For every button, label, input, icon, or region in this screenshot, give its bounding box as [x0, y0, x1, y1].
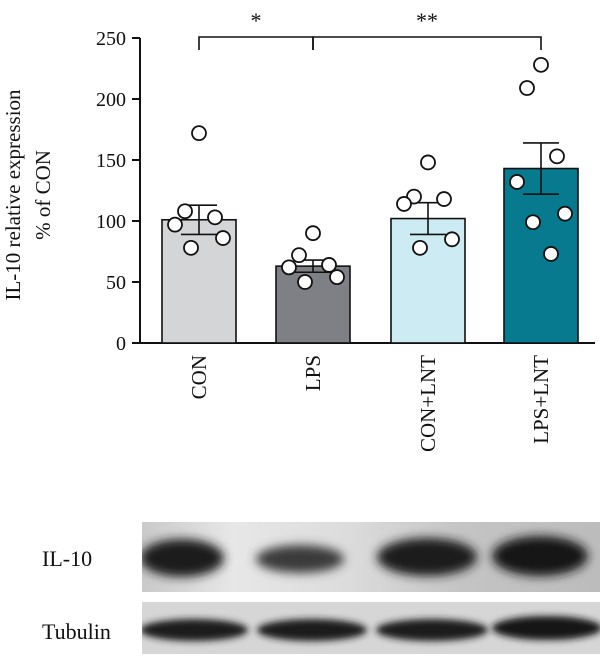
data-point — [297, 274, 313, 290]
bars — [161, 167, 579, 344]
data-point — [519, 80, 535, 96]
data-point — [167, 216, 183, 233]
il10-blot-label: IL-10 — [42, 546, 93, 571]
il10-blot-image — [142, 522, 600, 592]
data-point — [183, 239, 199, 256]
x-tick-labels: CON LPS CON+LNT LPS+LNT — [187, 355, 553, 452]
data-point — [191, 125, 207, 142]
error-bars — [181, 142, 559, 274]
data-point — [291, 247, 307, 264]
data-point — [533, 56, 549, 73]
y-tick-label: 0 — [116, 333, 126, 355]
data-point — [321, 257, 337, 273]
data-point — [557, 205, 573, 222]
x-tick-label: LPS — [301, 355, 325, 391]
y-tick-label: 250 — [96, 28, 126, 50]
y-tick-label: 100 — [96, 211, 126, 233]
significance-bracket — [198, 36, 314, 50]
bar-chart: IL-10 relative expression% of CON 0 50 100… — [1, 8, 595, 452]
data-point — [329, 269, 345, 286]
x-tick-label: CON — [187, 355, 211, 399]
y-tick-label: 150 — [96, 150, 126, 172]
significance-label: ** — [416, 8, 438, 33]
data-point — [412, 239, 428, 256]
data-point — [177, 203, 193, 220]
y-tick-label: 50 — [106, 272, 126, 294]
y-axis-label: IL-10 relative expression% of CON — [1, 89, 55, 301]
tubulin-blot-image — [142, 602, 600, 654]
data-point — [281, 259, 297, 276]
data-point — [215, 230, 231, 246]
tubulin-blot-label: Tubulin — [42, 619, 111, 644]
y-axis-title-line: IL-10 relative expression — [1, 89, 25, 301]
data-points — [167, 56, 573, 290]
data-point — [525, 214, 541, 231]
x-tick-label: CON+LNT — [416, 355, 440, 452]
significance-label: * — [251, 8, 262, 33]
data-point — [420, 154, 436, 171]
x-tick-label: LPS+LNT — [529, 355, 553, 444]
data-point — [543, 246, 559, 262]
significance-bracket — [312, 36, 542, 50]
data-point — [436, 191, 452, 207]
data-point — [444, 231, 460, 248]
data-point — [305, 225, 321, 242]
significance-brackets: * ** — [198, 8, 542, 50]
data-point — [549, 148, 565, 165]
data-point — [207, 209, 223, 226]
y-axis-title-line: % of CON — [31, 150, 55, 240]
y-tick-label: 200 — [96, 89, 126, 111]
data-point — [509, 174, 525, 190]
data-point — [396, 196, 412, 212]
